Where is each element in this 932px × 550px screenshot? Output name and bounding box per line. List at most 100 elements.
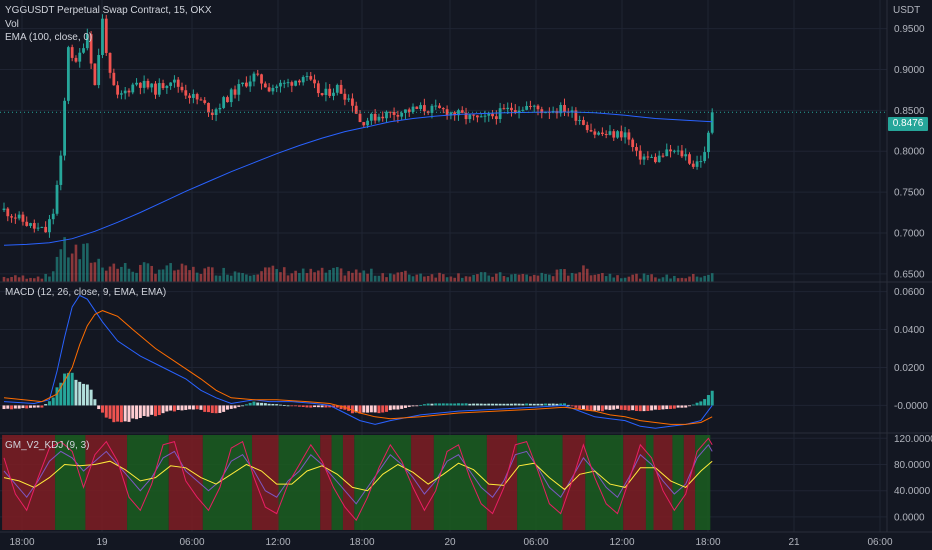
candle-body[interactable] — [6, 208, 10, 217]
volume-bar[interactable] — [317, 270, 320, 282]
candle-body[interactable] — [483, 115, 487, 117]
macd-histogram-bar[interactable] — [475, 403, 479, 406]
candle-body[interactable] — [78, 52, 82, 62]
candle-body[interactable] — [256, 73, 260, 75]
volume-bar[interactable] — [180, 263, 184, 282]
volume-bar[interactable] — [165, 265, 169, 282]
macd-histogram-bar[interactable] — [229, 405, 233, 409]
macd-histogram-bar[interactable] — [138, 405, 142, 418]
volume-bar[interactable] — [498, 272, 502, 282]
candle-body[interactable] — [146, 80, 150, 88]
macd-histogram-bar[interactable] — [44, 404, 48, 406]
macd-histogram-bar[interactable] — [441, 403, 445, 406]
volume-bar[interactable] — [123, 263, 127, 282]
volume-bar[interactable] — [517, 274, 521, 282]
macd-histogram-bar[interactable] — [290, 405, 294, 407]
macd-legend[interactable]: MACD (12, 26, close, 9, EMA, EMA) — [5, 287, 167, 298]
candle-body[interactable] — [305, 76, 309, 78]
volume-bar[interactable] — [10, 277, 13, 282]
macd-histogram-bar[interactable] — [153, 405, 157, 417]
candle-body[interactable] — [392, 111, 396, 115]
candle-body[interactable] — [460, 110, 464, 113]
candle-body[interactable] — [589, 130, 593, 132]
candle-body[interactable] — [691, 163, 695, 167]
signal-line[interactable] — [3, 310, 713, 425]
volume-bar[interactable] — [59, 249, 63, 282]
candle-body[interactable] — [93, 63, 97, 86]
macd-histogram-bar[interactable] — [392, 405, 396, 410]
macd-histogram-bar[interactable] — [47, 401, 51, 406]
volume-bar[interactable] — [566, 275, 570, 282]
macd-histogram-bar[interactable] — [631, 405, 635, 411]
candle-body[interactable] — [229, 89, 233, 103]
candle-body[interactable] — [612, 131, 616, 138]
volume-bar[interactable] — [631, 274, 634, 282]
volume-bar[interactable] — [593, 274, 597, 282]
candle-body[interactable] — [381, 116, 385, 119]
candle-body[interactable] — [585, 124, 589, 131]
volume-bar[interactable] — [483, 272, 487, 282]
macd-histogram-bar[interactable] — [551, 403, 555, 406]
volume-bar[interactable] — [161, 269, 165, 282]
macd-histogram-bar[interactable] — [199, 405, 203, 410]
volume-bar[interactable] — [392, 274, 396, 282]
macd-histogram-bar[interactable] — [661, 405, 665, 410]
volume-bar[interactable] — [199, 273, 203, 282]
candle-body[interactable] — [688, 154, 691, 164]
candle-body[interactable] — [491, 113, 494, 117]
macd-histogram-bar[interactable] — [195, 405, 199, 410]
volume-bar[interactable] — [104, 270, 108, 282]
candle-body[interactable] — [578, 120, 582, 122]
candle-body[interactable] — [498, 108, 502, 120]
candle-body[interactable] — [479, 116, 483, 118]
volume-bar[interactable] — [229, 275, 233, 282]
candle-body[interactable] — [131, 84, 135, 93]
volume-bar[interactable] — [298, 273, 301, 282]
macd-histogram-bar[interactable] — [456, 403, 460, 406]
candle-body[interactable] — [703, 152, 707, 162]
candle-body[interactable] — [199, 99, 203, 101]
volume-bar[interactable] — [173, 270, 176, 282]
macd-histogram-bar[interactable] — [135, 405, 139, 420]
candle-body[interactable] — [59, 155, 63, 185]
candle-body[interactable] — [210, 112, 214, 116]
candle-body[interactable] — [66, 47, 70, 101]
macd-histogram-bar[interactable] — [184, 405, 188, 410]
macd-histogram-bar[interactable] — [646, 405, 650, 412]
candle-body[interactable] — [506, 107, 510, 110]
volume-bar[interactable] — [267, 267, 271, 282]
candle-body[interactable] — [207, 102, 210, 113]
macd-histogram-bar[interactable] — [328, 405, 332, 408]
macd-histogram-bar[interactable] — [275, 404, 279, 406]
volume-bar[interactable] — [157, 269, 161, 282]
volume-bar[interactable] — [305, 273, 309, 282]
macd-histogram-bar[interactable] — [207, 405, 211, 413]
candle-body[interactable] — [157, 83, 161, 95]
candle-body[interactable] — [123, 90, 127, 94]
candle-body[interactable] — [176, 79, 180, 87]
candle-body[interactable] — [635, 147, 638, 151]
candle-body[interactable] — [434, 105, 438, 107]
volume-bar[interactable] — [351, 272, 354, 282]
volume-bar[interactable] — [589, 275, 593, 282]
macd-histogram-bar[interactable] — [665, 405, 669, 410]
volume-bar[interactable] — [70, 253, 74, 282]
macd-histogram-bar[interactable] — [407, 405, 411, 407]
candle-body[interactable] — [597, 132, 600, 135]
macd-histogram-bar[interactable] — [513, 403, 517, 406]
macd-histogram-bar[interactable] — [176, 405, 180, 410]
macd-histogram-bar[interactable] — [559, 403, 563, 406]
candle-body[interactable] — [13, 217, 17, 219]
macd-histogram-bar[interactable] — [672, 405, 676, 409]
candle-body[interactable] — [226, 97, 229, 103]
candle-body[interactable] — [441, 108, 445, 110]
macd-histogram-bar[interactable] — [29, 405, 33, 408]
macd-histogram-bar[interactable] — [653, 405, 657, 410]
macd-histogram-bar[interactable] — [267, 403, 271, 406]
macd-histogram-bar[interactable] — [419, 404, 423, 406]
macd-histogram-bar[interactable] — [650, 405, 654, 411]
macd-histogram-bar[interactable] — [203, 405, 207, 412]
candle-body[interactable] — [593, 131, 597, 135]
candle-body[interactable] — [290, 82, 294, 86]
macd-histogram-bar[interactable] — [180, 405, 184, 411]
